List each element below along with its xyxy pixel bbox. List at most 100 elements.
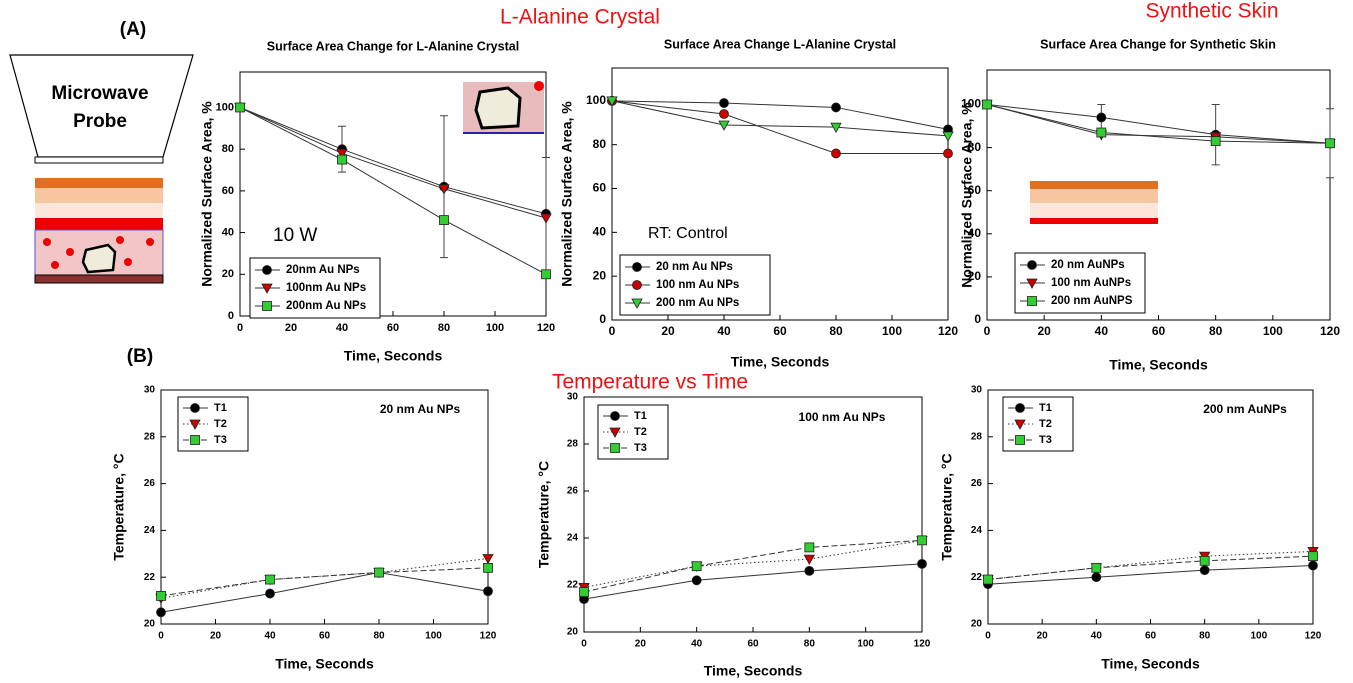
y-tick-label: 20 [593, 268, 607, 282]
marker [156, 607, 166, 618]
panel-label: (A) [120, 19, 146, 40]
x-tick-label: 120 [480, 631, 497, 642]
x-tick-label: 40 [717, 324, 731, 338]
x-tick-label: 100 [486, 322, 504, 334]
y-axis-label: Temperature, °C [939, 453, 955, 560]
x-tick-label: 80 [1199, 631, 1211, 642]
y-tick-label: 30 [567, 392, 579, 403]
y-tick-label: 100 [216, 101, 234, 113]
x-tick-label: 80 [829, 324, 843, 338]
marker [483, 586, 493, 597]
legend-marker [190, 403, 200, 413]
legend-label: T1 [634, 410, 647, 422]
x-tick-label: 60 [1152, 324, 1166, 338]
x-tick-label: 80 [373, 631, 385, 642]
section-heading: Synthetic Skin [1145, 0, 1278, 23]
annotation: 20 nm Au NPs [380, 402, 461, 416]
legend-label: 200 nm AuNPS [1051, 295, 1133, 307]
legend-label: 200nm Au NPs [286, 300, 366, 312]
marker [804, 566, 815, 576]
legend-marker [190, 435, 200, 445]
x-tick-label: 60 [387, 322, 399, 334]
marker [1091, 562, 1102, 573]
chart: Surface Area Change L-Alanine Crystal 0 20… [559, 37, 959, 369]
x-tick-label: 20 [661, 324, 675, 338]
legend-label: 100 nm AuNPs [1051, 277, 1131, 289]
x-tick-label: 120 [914, 639, 931, 650]
y-tick-label: 20 [971, 619, 983, 630]
y-tick-label: 0 [974, 312, 981, 326]
legend-marker [1027, 296, 1037, 306]
legend-label: 100nm Au NPs [286, 282, 366, 294]
x-axis-label: Time, Seconds [1101, 656, 1200, 672]
legend-label: T2 [1039, 418, 1052, 430]
y-tick-label: 24 [971, 525, 983, 536]
series-line [160, 572, 489, 613]
marker [1096, 112, 1107, 123]
y-tick-label: 20 [222, 268, 234, 280]
marker [1091, 572, 1102, 583]
marker [579, 587, 589, 597]
series-line [160, 567, 489, 597]
marker [265, 574, 275, 585]
x-axis-label: Time, Seconds [704, 663, 803, 679]
y-tick-label: 80 [968, 140, 982, 154]
marker [1199, 565, 1210, 576]
crystal-inset [463, 81, 544, 134]
legend-marker [1027, 260, 1037, 270]
y-tick-label: 0 [599, 312, 606, 326]
x-tick-label: 120 [1305, 631, 1322, 642]
x-tick-label: 60 [773, 324, 787, 338]
marker [1096, 127, 1107, 138]
legend-marker [1026, 278, 1038, 289]
y-tick-label: 26 [144, 478, 156, 489]
marker [265, 588, 275, 599]
series-line [239, 106, 547, 215]
legend-label: T2 [214, 418, 227, 430]
x-tick-label: 60 [1145, 631, 1157, 642]
marker [1199, 555, 1210, 566]
legend-marker [261, 283, 273, 294]
x-tick-label: 100 [1250, 631, 1267, 642]
marker [691, 575, 702, 586]
y-tick-label: 100 [961, 97, 981, 111]
marker [482, 554, 494, 565]
x-tick-label: 20 [635, 639, 647, 650]
marker [336, 148, 348, 160]
legend-label: 20 nm AuNPs [1051, 259, 1125, 271]
series-line [583, 539, 923, 588]
legend-label: 100 nm Au NPs [656, 279, 739, 291]
x-tick-label: 100 [857, 639, 874, 650]
series-line [986, 103, 1331, 144]
y-tick-label: 22 [144, 572, 156, 583]
marker [156, 591, 166, 601]
series-line [239, 106, 547, 219]
marker [374, 567, 384, 578]
x-tick-label: 20 [1037, 324, 1051, 338]
series-line [611, 100, 949, 137]
series-line [986, 103, 1331, 144]
legend-label: 200 nm Au NPs [656, 297, 739, 309]
marker [541, 269, 551, 280]
x-tick-label: 80 [804, 639, 816, 650]
annotation: 100 nm Au NPs [799, 410, 886, 424]
marker [831, 148, 841, 159]
y-axis-label: Normalized Surface Area, % [959, 102, 975, 288]
legend-label: T1 [214, 402, 227, 414]
y-tick-label: 60 [968, 183, 982, 197]
y-tick-label: 30 [144, 385, 156, 396]
legend-marker [610, 411, 620, 421]
marker [982, 99, 992, 110]
marker [943, 148, 953, 159]
x-tick-label: 120 [537, 322, 555, 334]
series-line [987, 555, 1314, 581]
x-tick-label: 100 [425, 631, 442, 642]
marker [235, 102, 245, 113]
x-tick-label: 120 [938, 324, 958, 338]
series-line [987, 550, 1314, 581]
x-tick-label: 100 [882, 324, 902, 338]
x-tick-label: 0 [237, 322, 243, 334]
y-tick-label: 28 [971, 431, 983, 442]
